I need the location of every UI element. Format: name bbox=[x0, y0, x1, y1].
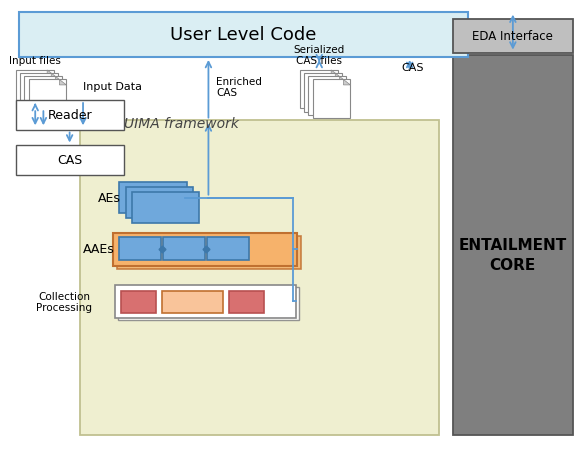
Polygon shape bbox=[335, 74, 342, 79]
Bar bbox=[25, 77, 62, 116]
Text: CAS: CAS bbox=[57, 154, 82, 167]
Bar bbox=[119, 238, 161, 261]
Bar bbox=[118, 288, 299, 320]
Bar bbox=[19, 13, 468, 58]
Polygon shape bbox=[343, 80, 350, 86]
Bar bbox=[16, 146, 124, 176]
Text: AEs: AEs bbox=[98, 192, 121, 205]
Polygon shape bbox=[55, 77, 62, 82]
Bar bbox=[120, 183, 186, 213]
Polygon shape bbox=[339, 77, 346, 82]
Text: EDA Interface: EDA Interface bbox=[472, 30, 553, 43]
Polygon shape bbox=[331, 71, 338, 76]
Bar bbox=[300, 71, 338, 109]
Bar bbox=[132, 192, 199, 223]
Bar bbox=[163, 238, 205, 261]
Bar bbox=[308, 77, 346, 116]
Bar bbox=[162, 292, 223, 313]
Text: CAS: CAS bbox=[401, 62, 424, 72]
Text: AAEs: AAEs bbox=[83, 243, 115, 256]
Bar bbox=[80, 121, 439, 435]
Bar bbox=[304, 74, 342, 112]
Bar bbox=[21, 74, 58, 112]
Text: Enriched
CAS: Enriched CAS bbox=[216, 76, 262, 98]
Text: Reader: Reader bbox=[47, 109, 92, 122]
Bar bbox=[126, 188, 193, 218]
Bar bbox=[454, 20, 573, 53]
Bar bbox=[16, 71, 54, 109]
Text: Collection
Processing: Collection Processing bbox=[36, 291, 93, 313]
Bar bbox=[113, 234, 297, 266]
Text: Input Data: Input Data bbox=[83, 82, 142, 92]
Bar bbox=[454, 56, 573, 435]
Text: ENTAILMENT
CORE: ENTAILMENT CORE bbox=[459, 237, 567, 272]
Bar bbox=[16, 101, 124, 130]
Polygon shape bbox=[59, 80, 66, 86]
Bar bbox=[117, 237, 301, 269]
Polygon shape bbox=[47, 71, 54, 76]
Bar bbox=[312, 80, 350, 119]
Polygon shape bbox=[51, 74, 58, 79]
Text: UIMA framework: UIMA framework bbox=[124, 116, 239, 130]
Bar bbox=[207, 238, 248, 261]
Bar bbox=[121, 292, 156, 313]
Text: Serialized
CAS files: Serialized CAS files bbox=[294, 45, 345, 66]
Bar bbox=[115, 285, 296, 318]
Text: Input files: Input files bbox=[9, 56, 61, 66]
Bar bbox=[29, 80, 66, 119]
Text: User Level Code: User Level Code bbox=[171, 26, 316, 44]
Bar bbox=[229, 292, 264, 313]
